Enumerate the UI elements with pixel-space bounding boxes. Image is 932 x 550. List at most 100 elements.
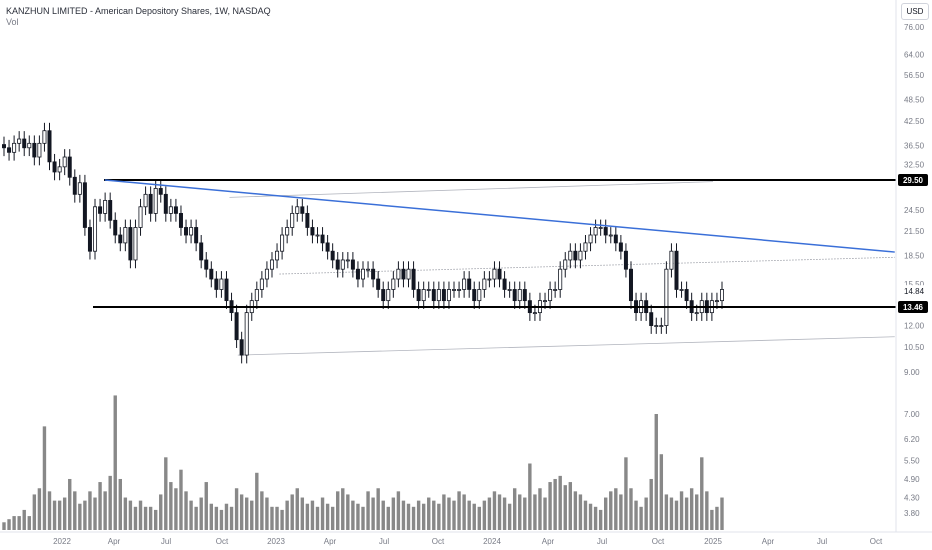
candle-body	[12, 142, 17, 153]
volume-bar	[563, 485, 567, 530]
volume-bar	[250, 500, 254, 530]
candle-body	[254, 289, 259, 302]
volume-bar	[684, 497, 689, 530]
descending-trendline[interactable]	[104, 179, 895, 253]
time-axis-tick: Apr	[324, 537, 337, 546]
candle-body	[128, 227, 133, 261]
candle-body	[280, 234, 285, 252]
chart-header: KANZHUN LIMITED - American Depository Sh…	[6, 6, 271, 28]
candle-body	[659, 325, 664, 327]
candle-body	[618, 242, 623, 252]
time-axis-tick: Apr	[542, 537, 555, 546]
volume-bar	[123, 497, 128, 530]
volume-bar	[720, 497, 724, 530]
candle-body	[593, 227, 598, 236]
volume-bar	[199, 497, 203, 530]
candle-body	[507, 289, 512, 291]
volume-bar	[437, 503, 441, 530]
price-axis[interactable]: 76.00 64.00 56.50 48.50 42.50 36.50 32.50 24.50…	[904, 23, 925, 518]
candle-body	[67, 156, 72, 178]
candle-body	[669, 250, 674, 270]
candle-body	[178, 212, 183, 228]
volume-bar	[528, 463, 532, 530]
volume-bar	[583, 500, 588, 530]
candle-body	[22, 138, 27, 149]
candle-body	[649, 312, 654, 326]
volume-bar	[103, 491, 107, 530]
volume-bar	[411, 506, 416, 530]
candle-body	[224, 278, 229, 302]
channel-line[interactable]	[237, 336, 895, 356]
candle-body	[72, 176, 77, 195]
time-axis-tick: Oct	[216, 537, 229, 546]
candle-body	[502, 278, 507, 290]
volume-bar	[285, 500, 289, 530]
currency-button[interactable]: USD	[901, 3, 929, 20]
volume-bar	[37, 488, 42, 530]
candle-body	[290, 212, 295, 228]
volume-bar	[133, 506, 138, 530]
volume-bar	[447, 497, 451, 530]
volume-bar	[128, 500, 133, 530]
candle-body	[335, 259, 340, 270]
candle-body	[239, 339, 244, 356]
candle-body	[386, 289, 391, 302]
volume-bar	[644, 497, 648, 530]
volume-bar	[27, 516, 31, 530]
volume-bar	[32, 494, 37, 530]
volume-bar	[189, 500, 193, 530]
price-axis-tick: 15.50	[904, 280, 925, 289]
time-axis[interactable]: 2022 Apr Jul Oct 2023 Apr Jul Oct 2024 Apr Jul Oct 2…	[53, 537, 883, 546]
volume-bar	[629, 488, 633, 530]
candle-body	[411, 268, 416, 290]
volume-bar	[209, 503, 214, 530]
candle-body	[209, 268, 214, 280]
volume-bar	[346, 494, 350, 530]
candle-body	[194, 227, 199, 244]
candle-body	[573, 250, 578, 261]
volume-bar	[320, 497, 325, 530]
candle-body	[441, 289, 446, 302]
volume-bar	[421, 503, 426, 530]
candle-body	[264, 268, 269, 280]
volume-bar	[669, 497, 674, 530]
candle-body	[77, 182, 82, 195]
volume-bar	[543, 497, 547, 530]
volume-bar	[113, 395, 117, 530]
time-axis-tick: 2024	[483, 537, 501, 546]
volume-bar	[568, 482, 573, 530]
candle-body	[446, 289, 451, 302]
volume-bar	[432, 500, 436, 530]
candle-body	[82, 182, 87, 228]
candle-body	[325, 242, 330, 252]
level-price-label: 13.46	[903, 303, 924, 312]
candle-body	[118, 234, 123, 244]
volume-bar	[234, 488, 239, 530]
candle-body	[366, 268, 371, 271]
volume-bar	[7, 519, 11, 530]
candle-body	[189, 227, 194, 236]
volume-bar	[98, 482, 102, 530]
volume-bar	[351, 500, 355, 530]
volume-bar	[614, 488, 618, 530]
level-price-label: 29.50	[903, 176, 924, 185]
candle-body	[694, 312, 699, 315]
candle-body	[275, 250, 280, 261]
candle-body	[679, 289, 684, 291]
volume-bar	[310, 500, 315, 530]
channel-line[interactable]	[229, 181, 714, 198]
volume-bar	[224, 503, 229, 530]
volume-bar	[2, 522, 6, 530]
volume-bar	[204, 482, 208, 530]
price-axis-tick: 12.00	[904, 322, 925, 331]
candle-body	[340, 259, 345, 270]
channel-line[interactable]	[279, 256, 895, 275]
volume-bar	[619, 494, 623, 530]
volume-bar	[462, 494, 466, 530]
candle-body	[472, 289, 477, 302]
candle-body	[426, 289, 431, 291]
volume-bar	[290, 494, 294, 530]
volume-bar	[300, 497, 305, 530]
last-price-label: 14.84	[904, 287, 925, 296]
